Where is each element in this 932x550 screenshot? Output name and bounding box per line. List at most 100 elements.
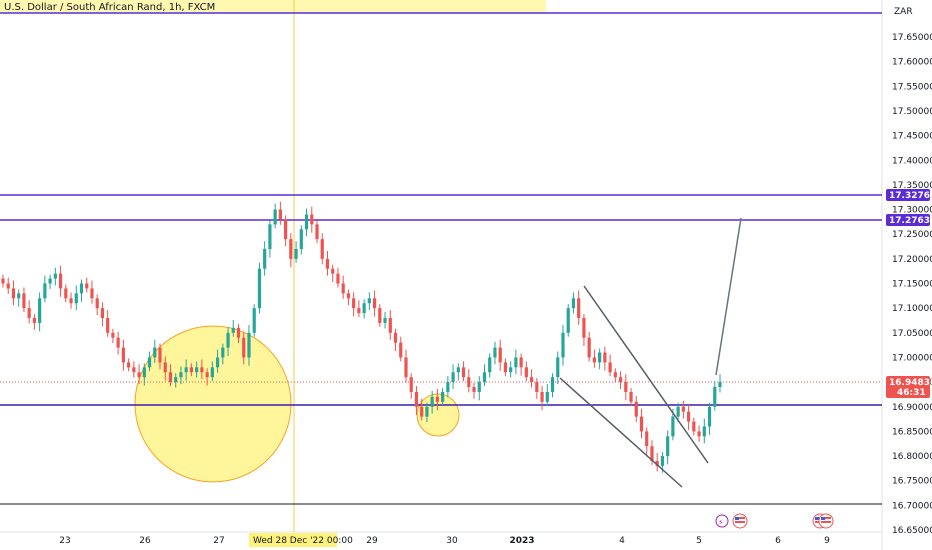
candle-body xyxy=(137,372,141,378)
candle-body xyxy=(174,377,178,383)
candle-body xyxy=(514,357,518,368)
highlight-circle-large[interactable] xyxy=(134,325,292,483)
candle-body xyxy=(441,391,445,402)
candle-body xyxy=(498,347,502,363)
candle-body xyxy=(545,391,549,402)
candle-body xyxy=(90,288,94,299)
candle-body xyxy=(163,362,167,373)
candle-body xyxy=(488,357,492,373)
candle-body xyxy=(477,382,481,392)
candle-body xyxy=(6,283,10,289)
projection-line[interactable] xyxy=(715,217,742,376)
price-tick-label: 16.70000 xyxy=(892,501,932,511)
price-axis-currency: ZAR xyxy=(894,7,913,17)
candle-body xyxy=(1,278,5,284)
candle-body xyxy=(519,357,523,368)
candle-body xyxy=(425,406,429,417)
candle-body xyxy=(666,436,670,457)
candle-body xyxy=(284,219,288,240)
flash-event-icon[interactable]: ⚡ xyxy=(715,514,729,528)
candle-body xyxy=(158,347,162,363)
last-price-text: 16.94830 xyxy=(889,378,932,388)
candle-body xyxy=(629,391,633,402)
candle-body xyxy=(618,377,623,383)
price-badge-327 xyxy=(886,189,930,201)
candle-body xyxy=(482,372,487,383)
candle-body xyxy=(100,308,105,319)
candle-body xyxy=(556,357,560,378)
candle-body xyxy=(43,283,47,299)
candle-body xyxy=(529,377,534,383)
candle-body xyxy=(404,357,408,378)
candle-body xyxy=(592,357,596,363)
candle-body xyxy=(268,224,272,249)
candle-body xyxy=(231,327,235,333)
price-tick-label: 17.15000 xyxy=(892,280,932,290)
candle-body xyxy=(467,377,471,388)
candle-body xyxy=(257,268,262,309)
candle-body xyxy=(587,337,591,358)
candle-body xyxy=(524,367,528,378)
candle-body xyxy=(378,308,382,323)
price-tick-label: 17.30000 xyxy=(892,206,932,216)
candle-body xyxy=(430,396,434,407)
candle-body xyxy=(111,332,115,338)
trendline-upper[interactable] xyxy=(583,285,709,464)
candle-body xyxy=(210,367,214,378)
candle-body xyxy=(69,298,73,304)
candle-body xyxy=(582,318,586,338)
price-axis[interactable]: 17.65000 17.60000 17.55000 17.50000 17.45000… xyxy=(892,33,932,536)
candle-body xyxy=(299,229,303,249)
price-tick-label: 17.65000 xyxy=(892,33,932,43)
candle-body xyxy=(613,372,617,378)
price-tick-label: 17.10000 xyxy=(892,304,932,314)
candle-body xyxy=(278,209,282,220)
candle-body xyxy=(336,273,340,284)
us-flag-icon-3[interactable] xyxy=(818,513,834,529)
candle-body xyxy=(577,298,581,319)
candle-body xyxy=(409,377,413,392)
time-axis[interactable]: 23 26 27 29 30 2023 4 5 6 9 xyxy=(59,536,830,546)
candle-body xyxy=(127,362,131,368)
candle-body xyxy=(571,298,576,309)
candle-body xyxy=(320,239,324,259)
candle-body xyxy=(367,298,371,304)
candle-body xyxy=(639,416,644,432)
candle-body xyxy=(215,357,220,368)
candle-body xyxy=(226,332,230,348)
candle-body xyxy=(660,456,665,466)
candle-body xyxy=(95,298,99,309)
candle-body xyxy=(27,308,31,319)
us-flag-icon[interactable] xyxy=(732,513,748,529)
countdown-text: 46:31 xyxy=(897,388,926,398)
candle-body xyxy=(718,382,722,388)
candle-body xyxy=(566,308,570,333)
candle-body xyxy=(352,298,356,309)
time-tick-label: 29 xyxy=(366,536,378,546)
candle-body xyxy=(671,416,675,437)
candle-body xyxy=(221,347,225,358)
candle-body xyxy=(247,332,251,358)
candle-body xyxy=(294,248,298,259)
candle-body xyxy=(362,303,366,314)
candle-body xyxy=(79,283,84,294)
time-tick-label: 23 xyxy=(59,536,70,546)
candle-body xyxy=(393,332,398,343)
price-tick-label: 17.20000 xyxy=(892,255,932,265)
candle-body xyxy=(22,293,26,309)
candle-body xyxy=(189,367,194,373)
time-tick-label: 30 xyxy=(446,536,458,546)
price-tick-label: 16.80000 xyxy=(892,452,932,462)
candle-body xyxy=(147,357,152,368)
candle-body xyxy=(686,411,691,422)
trendline-lower[interactable] xyxy=(559,377,683,488)
candle-body xyxy=(676,406,680,417)
candle-body xyxy=(121,347,125,363)
candle-body xyxy=(451,372,455,383)
candle-body xyxy=(713,387,717,407)
candle-body xyxy=(540,391,544,402)
candle-body xyxy=(456,367,460,373)
candle-body xyxy=(372,298,377,309)
